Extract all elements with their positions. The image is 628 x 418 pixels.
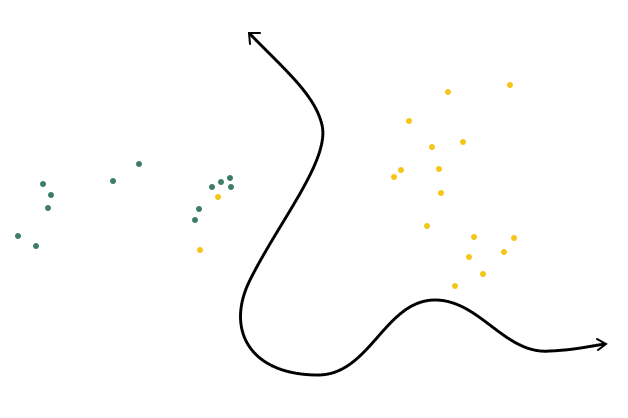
boundary-curve: [239, 32, 608, 377]
point: [452, 283, 458, 289]
arrow-head: [247, 32, 261, 45]
point: [209, 184, 215, 190]
point: [466, 254, 472, 260]
point: [460, 139, 466, 145]
point: [480, 271, 486, 277]
point: [40, 181, 46, 187]
point: [501, 249, 507, 255]
point: [110, 178, 116, 184]
point: [438, 190, 444, 196]
point: [45, 205, 51, 211]
point: [15, 233, 21, 239]
point: [445, 89, 451, 95]
point: [429, 144, 435, 150]
point: [48, 192, 54, 198]
point: [436, 166, 442, 172]
point: [507, 82, 513, 88]
point: [218, 179, 224, 185]
point: [471, 234, 477, 240]
point: [406, 118, 412, 124]
point: [196, 206, 202, 212]
point: [391, 174, 397, 180]
point: [215, 194, 221, 200]
arrow-head: [596, 338, 608, 351]
curve: [239, 32, 607, 377]
point: [197, 247, 203, 253]
point: [192, 217, 198, 223]
point: [424, 223, 430, 229]
point: [136, 161, 142, 167]
point: [398, 167, 404, 173]
point: [227, 175, 233, 181]
point: [228, 184, 234, 190]
point: [511, 235, 517, 241]
point: [33, 243, 39, 249]
